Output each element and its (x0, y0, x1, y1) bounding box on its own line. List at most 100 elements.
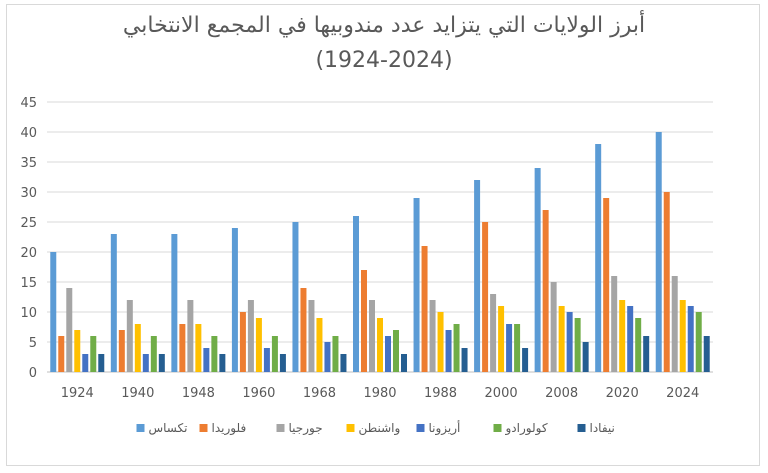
legend-swatch (276, 424, 285, 432)
legend-swatch (577, 424, 586, 432)
y-tick-label: 20 (20, 246, 37, 261)
bar (239, 312, 246, 372)
y-tick-label: 10 (20, 306, 37, 321)
bar (271, 336, 278, 372)
bar (179, 324, 186, 372)
bar (171, 234, 178, 372)
bar (50, 252, 57, 372)
bar (211, 336, 218, 372)
bar (566, 312, 573, 372)
bar (300, 288, 307, 372)
x-tick-label: 1988 (424, 386, 457, 401)
bar (377, 318, 383, 372)
bar (90, 336, 97, 372)
y-tick-label: 0 (29, 366, 37, 381)
bar (203, 348, 210, 372)
bar (150, 336, 157, 372)
bar (643, 336, 650, 372)
bar (195, 324, 202, 372)
x-tick-label: 1968 (303, 386, 336, 401)
bar (66, 288, 73, 372)
bar (369, 300, 375, 372)
legend-swatch (493, 424, 502, 432)
y-tick-label: 5 (29, 336, 37, 351)
legend-swatch (416, 424, 425, 432)
legend-label: كولورادو (505, 421, 548, 436)
bar (324, 342, 331, 372)
bar (498, 306, 505, 372)
bar (187, 300, 194, 372)
bar (142, 354, 149, 372)
bar (619, 300, 626, 372)
bar (316, 318, 323, 372)
x-tick-label: 2008 (545, 386, 578, 401)
bar (255, 318, 262, 372)
y-tick-label: 25 (20, 216, 37, 231)
y-tick-label: 15 (20, 276, 37, 291)
bar (482, 222, 489, 372)
bar (461, 348, 468, 372)
bar (679, 300, 686, 372)
x-tick-label: 1948 (182, 386, 215, 401)
bar (231, 228, 238, 372)
bar (445, 330, 452, 372)
bar (98, 354, 105, 372)
bar (118, 330, 125, 372)
y-tick-label: 45 (20, 96, 37, 111)
bar (332, 336, 339, 372)
x-tick-label: 2024 (666, 386, 699, 401)
bar (627, 306, 634, 372)
legend-label: نيفادا (590, 421, 615, 435)
legend-swatch (136, 424, 145, 432)
x-tick-label: 2000 (485, 386, 518, 401)
bar (542, 210, 549, 372)
bar (413, 198, 420, 372)
bar (437, 312, 444, 372)
bar (158, 354, 165, 372)
bar (558, 306, 565, 372)
x-tick-label: 1960 (242, 386, 275, 401)
x-tick-label: 1924 (61, 386, 94, 401)
x-tick-label: 1940 (121, 386, 154, 401)
legend-swatch (346, 424, 355, 432)
bar (219, 354, 226, 372)
chart-frame (6, 4, 760, 466)
legend-swatch (199, 424, 208, 432)
bar (247, 300, 254, 372)
bar (663, 192, 670, 372)
bar (603, 198, 610, 372)
bar (110, 234, 117, 372)
bar (126, 300, 133, 372)
y-tick-label: 40 (20, 126, 37, 141)
y-tick-label: 35 (20, 156, 37, 171)
bar (82, 354, 89, 372)
bar (353, 216, 359, 372)
bar (340, 354, 347, 372)
bar (695, 312, 702, 372)
bar (522, 348, 529, 372)
bar (611, 276, 618, 372)
bar (474, 180, 481, 372)
bar (574, 318, 581, 372)
legend-label: واشنطن (359, 421, 401, 436)
bar (514, 324, 521, 372)
bar (635, 318, 642, 372)
legend-label: فلوريدا (212, 421, 247, 436)
bar (655, 132, 662, 372)
bar (582, 342, 589, 372)
bar (292, 222, 299, 372)
bar (534, 168, 541, 372)
legend-label: تكساس (149, 421, 188, 436)
bar (401, 354, 407, 372)
bar (393, 330, 399, 372)
bar (550, 282, 557, 372)
bar (308, 300, 315, 372)
bar (506, 324, 513, 372)
bar (58, 336, 65, 372)
legend-label: أريزونا (429, 420, 461, 436)
bar (385, 336, 391, 372)
bar (490, 294, 497, 372)
bar (361, 270, 367, 372)
x-tick-label: 1980 (363, 386, 396, 401)
